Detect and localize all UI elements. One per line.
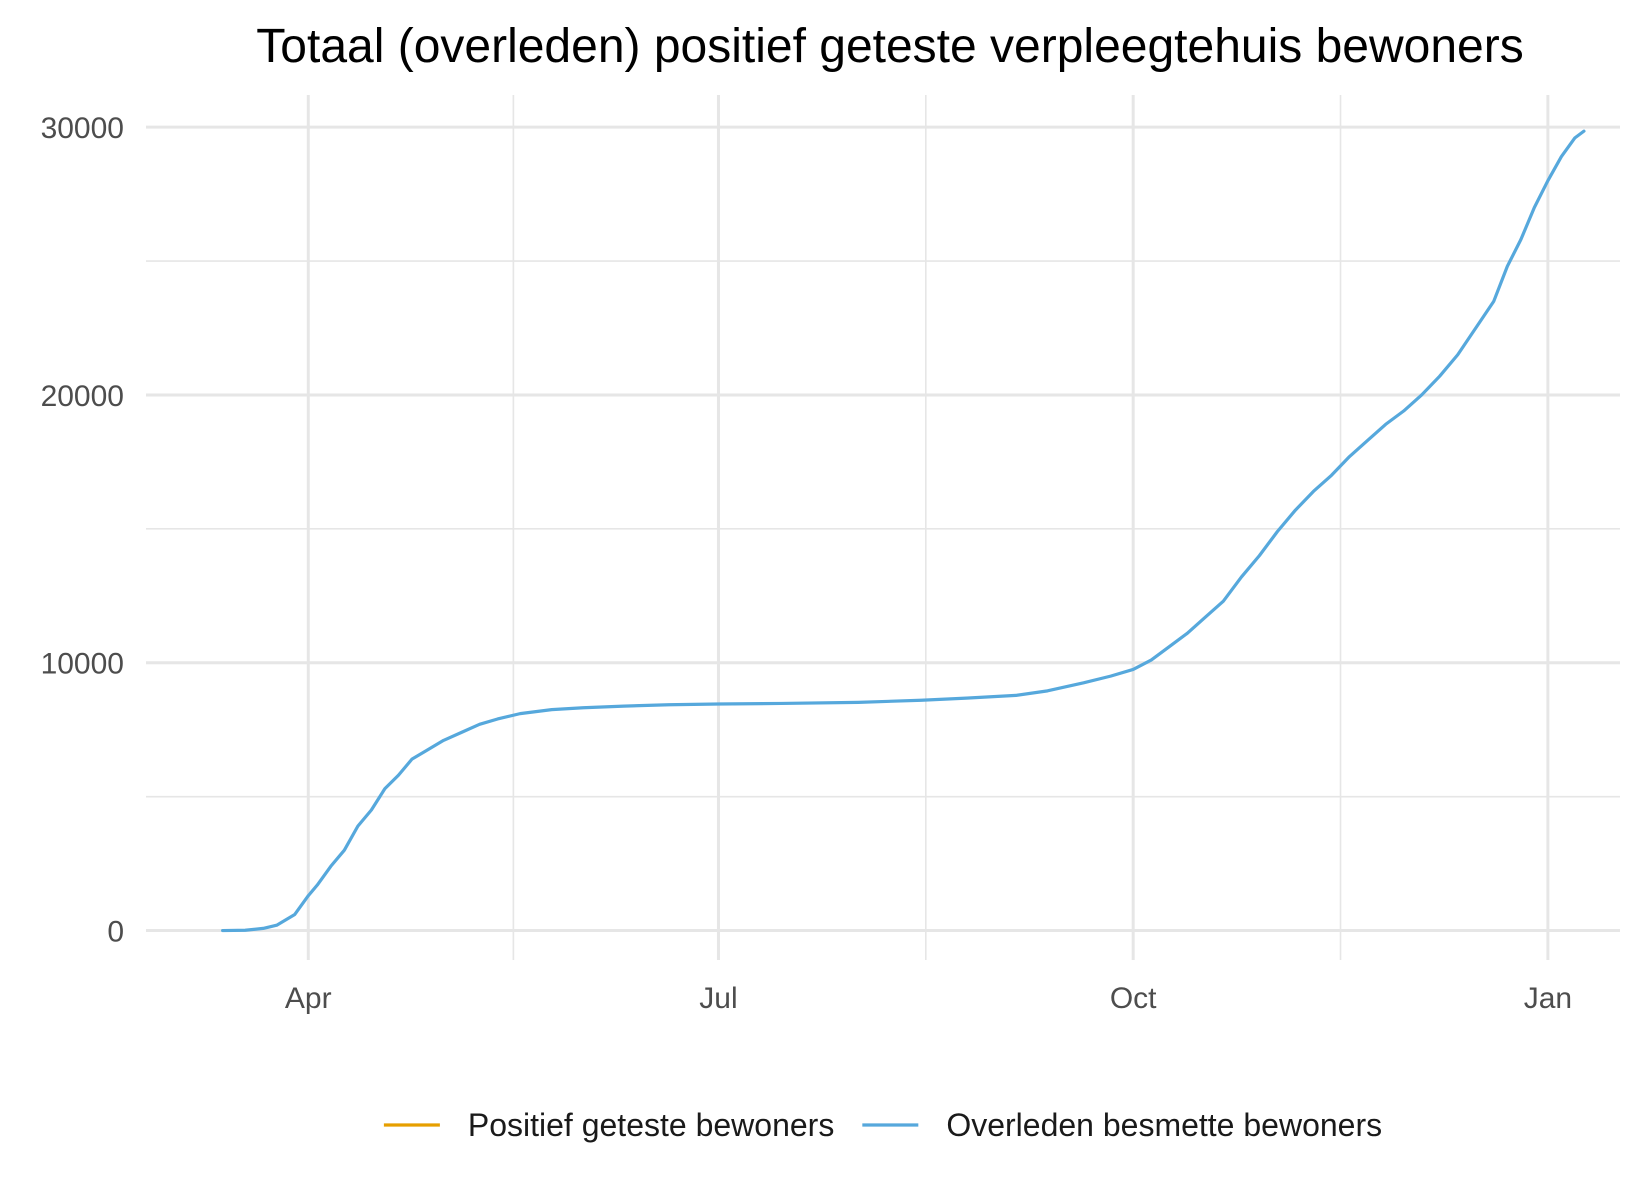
y-tick-label: 10000 — [41, 648, 124, 681]
legend-label-1: Overleden besmette bewoners — [946, 1107, 1382, 1143]
x-tick-label: Jan — [1524, 982, 1572, 1015]
y-tick-label: 0 — [107, 916, 124, 949]
y-tick-label: 20000 — [41, 380, 124, 413]
series-lines — [221, 129, 1586, 933]
legend: Positief geteste bewoners Overleden besme… — [383, 1107, 1382, 1143]
x-tick-label: Oct — [1110, 982, 1157, 1015]
x-tick-label: Apr — [285, 982, 332, 1015]
y-tick-label: 30000 — [41, 112, 124, 145]
series-line-1 — [221, 129, 1586, 933]
legend-label-0: Positief geteste bewoners — [468, 1107, 834, 1143]
x-tick-label: Jul — [699, 982, 737, 1015]
grid — [146, 95, 1620, 960]
axis-ticks: 0 10000 20000 30000 Apr Jul Oct Jan — [41, 112, 1573, 1015]
chart-title: Totaal (overleden) positief geteste verp… — [256, 20, 1523, 73]
